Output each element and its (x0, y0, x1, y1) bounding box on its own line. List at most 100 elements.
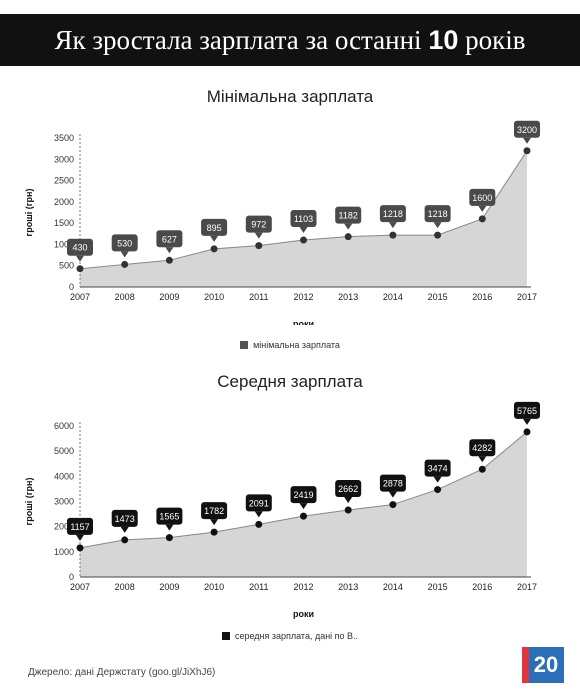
x-tick-label: 2012 (293, 292, 313, 302)
data-label-pointer (478, 456, 487, 463)
data-label: 1473 (115, 514, 135, 524)
y-tick-label: 0 (69, 282, 74, 292)
x-tick-label: 2007 (70, 582, 90, 592)
y-tick-label: 3500 (54, 133, 74, 143)
data-label-box (67, 238, 93, 256)
y-tick-label: 2000 (54, 522, 74, 532)
min-wage-chart: 0 500 1000 1500 2000 2500 3000 3500 2007 2008 2009… (24, 120, 540, 325)
data-label-box (201, 502, 228, 520)
title-number: 10 (428, 25, 459, 55)
data-label-pointer (76, 534, 84, 541)
x-tick-label: 2015 (428, 292, 448, 302)
x-tick-label: 2008 (115, 292, 135, 302)
logo-text: 20 (533, 652, 559, 677)
data-label-box (469, 188, 496, 206)
data-label-pointer (523, 137, 531, 144)
data-point (255, 242, 263, 250)
y-tick-label: 6000 (54, 421, 74, 431)
data-point (344, 233, 352, 241)
data-point (210, 245, 218, 253)
data-label: 2878 (383, 479, 403, 489)
data-label-pointer (120, 251, 129, 258)
data-label-box (335, 480, 362, 498)
data-label: 1182 (339, 211, 358, 221)
data-label-pointer (388, 491, 397, 498)
data-label-pointer (165, 524, 174, 531)
data-label-pointer (210, 519, 219, 526)
data-label: 972 (251, 220, 266, 230)
data-label: 2091 (249, 498, 269, 508)
data-point (523, 147, 531, 155)
y-tick-label: 3000 (54, 154, 74, 164)
data-label-box (245, 215, 272, 233)
data-label-pointer (388, 222, 397, 229)
data-label-pointer (76, 255, 84, 262)
avg-wage-legend-label: середня зарплата, дані по В.. (234, 631, 359, 641)
data-point (300, 512, 307, 520)
data-label: 1600 (472, 193, 492, 203)
x-tick-label: 2014 (383, 292, 403, 302)
data-label-box (514, 120, 540, 138)
x-axis-title: роки (293, 609, 314, 619)
min-wage-legend: мінімальна зарплата (0, 340, 580, 350)
data-label-pointer (344, 497, 353, 504)
x-tick-label: 2012 (293, 582, 313, 592)
title-main-text: Як зростала зарплата за останні (54, 25, 422, 55)
data-label-pointer (254, 511, 263, 518)
data-point (389, 501, 397, 509)
data-label-box (156, 230, 183, 248)
data-label: 895 (207, 223, 222, 233)
x-tick-label: 2010 (204, 582, 224, 592)
avg-wage-legend-swatch (221, 632, 230, 640)
y-tick-label: 1500 (54, 218, 74, 228)
area-fill (80, 150, 527, 287)
min-wage-legend-swatch (240, 341, 249, 349)
data-label-box (290, 210, 317, 228)
y-tick-label: 0 (69, 572, 74, 582)
data-label-pointer (210, 235, 219, 242)
x-tick-label: 2011 (249, 582, 268, 592)
data-label: 430 (72, 243, 87, 253)
min-wage-legend-label: мінімальна зарплата (253, 340, 340, 350)
data-point (255, 520, 263, 528)
y-tick-label: 2500 (54, 176, 74, 186)
avg-wage-chart: 0 1000 2000 3000 4000 5000 6000 2007 2008 2009 201… (24, 401, 540, 619)
avg-wage-legend: середня зарплата, дані по В.. (0, 631, 580, 641)
logo-stripe (522, 647, 529, 683)
data-label-pointer (299, 503, 308, 510)
data-point (165, 534, 173, 542)
data-point (389, 231, 397, 239)
data-label: 2419 (293, 490, 313, 500)
data-point (523, 428, 531, 436)
avg-wage-chart-title: Середня зарплата (217, 372, 363, 391)
data-point (300, 236, 307, 244)
page-title: Як зростала зарплата за останні 10 років (0, 14, 580, 66)
y-tick-label: 5000 (54, 446, 74, 456)
data-label-pointer (523, 418, 531, 425)
x-axis-title: роки (293, 319, 314, 325)
x-tick-label: 2011 (249, 292, 268, 302)
x-tick-label: 2008 (115, 582, 135, 592)
data-label: 2662 (338, 484, 358, 494)
source-note: Джерело: дані Держстату (goo.gl/JiXhJ6) (28, 667, 216, 678)
data-label-box (379, 205, 406, 223)
y-tick-label: 1000 (54, 547, 74, 557)
data-label-pointer (299, 227, 308, 234)
y-tick-label: 1000 (54, 239, 74, 249)
x-tick-label: 2015 (428, 582, 448, 592)
x-tick-label: 2017 (517, 292, 537, 302)
data-label: 530 (117, 238, 132, 248)
data-label-box (290, 486, 317, 504)
y-axis-title: гроші (грн) (24, 189, 34, 237)
data-label-box (424, 459, 451, 477)
data-label-pointer (254, 232, 263, 239)
data-point (344, 506, 352, 514)
data-point (76, 544, 84, 552)
data-label-box (67, 517, 93, 535)
data-label-box (514, 401, 540, 419)
data-point (434, 486, 442, 494)
x-tick-label: 2014 (383, 582, 403, 592)
data-point (210, 528, 218, 536)
min-wage-chart-title: Мінімальна зарплата (206, 87, 374, 106)
data-label-box (335, 206, 362, 224)
